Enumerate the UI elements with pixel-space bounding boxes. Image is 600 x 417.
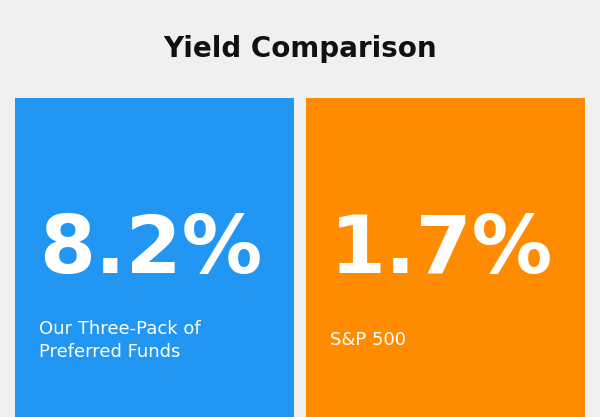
Text: S&P 500: S&P 500 xyxy=(330,332,406,349)
Text: 1.7%: 1.7% xyxy=(330,212,553,290)
Text: 8.2%: 8.2% xyxy=(39,212,262,290)
Text: Yield Comparison: Yield Comparison xyxy=(163,35,437,63)
FancyBboxPatch shape xyxy=(306,98,585,417)
FancyBboxPatch shape xyxy=(15,98,294,417)
Text: Our Three-Pack of
Preferred Funds: Our Three-Pack of Preferred Funds xyxy=(39,320,200,361)
